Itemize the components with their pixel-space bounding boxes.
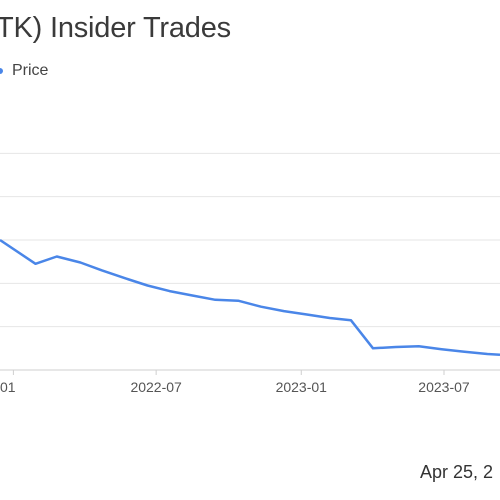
- tick-layer: 01 2022-07 2023-01 2023-07: [0, 370, 470, 395]
- x-tick-label-1: 2022-07: [130, 379, 182, 395]
- legend-swatch-price: [0, 68, 3, 74]
- series-line-price: [0, 238, 500, 357]
- chart-title: TK) Insider Trades: [0, 12, 231, 44]
- series-layer: [0, 238, 500, 357]
- chart-legend: Price: [0, 62, 48, 80]
- footer-date: Apr 25, 2: [420, 462, 494, 482]
- legend-label-price: Price: [12, 62, 49, 79]
- x-tick-label-0: 01: [0, 379, 16, 395]
- x-tick-label-3: 2023-07: [418, 379, 470, 395]
- grid-layer: [0, 152, 500, 328]
- x-tick-label-2: 2023-01: [276, 379, 328, 395]
